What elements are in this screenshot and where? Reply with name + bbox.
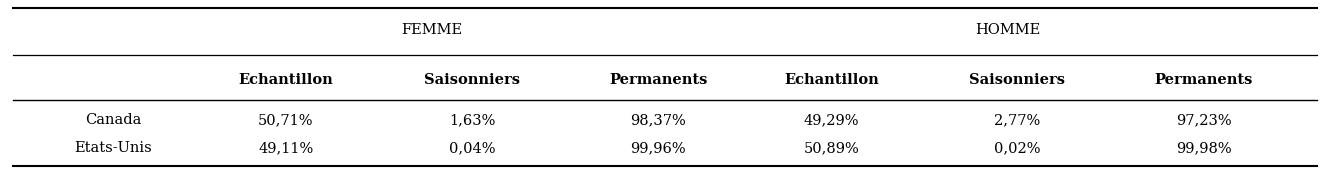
- Text: FEMME: FEMME: [402, 23, 463, 37]
- Text: 0,02%: 0,02%: [995, 141, 1040, 155]
- Text: 50,89%: 50,89%: [803, 141, 859, 155]
- Text: 98,37%: 98,37%: [630, 113, 686, 127]
- Text: 1,63%: 1,63%: [450, 113, 495, 127]
- Text: Echantillon: Echantillon: [238, 73, 334, 87]
- Text: Echantillon: Echantillon: [783, 73, 879, 87]
- Text: 49,11%: 49,11%: [258, 141, 314, 155]
- Text: Etats-Unis: Etats-Unis: [74, 141, 152, 155]
- Text: 49,29%: 49,29%: [803, 113, 859, 127]
- Text: 99,96%: 99,96%: [630, 141, 686, 155]
- Text: Permanents: Permanents: [609, 73, 708, 87]
- Text: HOMME: HOMME: [975, 23, 1040, 37]
- Text: 99,98%: 99,98%: [1176, 141, 1232, 155]
- Text: Permanents: Permanents: [1154, 73, 1253, 87]
- Text: 50,71%: 50,71%: [258, 113, 314, 127]
- Text: Saisonniers: Saisonniers: [424, 73, 520, 87]
- Text: Canada: Canada: [85, 113, 141, 127]
- Text: 97,23%: 97,23%: [1176, 113, 1232, 127]
- Text: Saisonniers: Saisonniers: [970, 73, 1065, 87]
- Text: 2,77%: 2,77%: [995, 113, 1040, 127]
- Text: 0,04%: 0,04%: [450, 141, 495, 155]
